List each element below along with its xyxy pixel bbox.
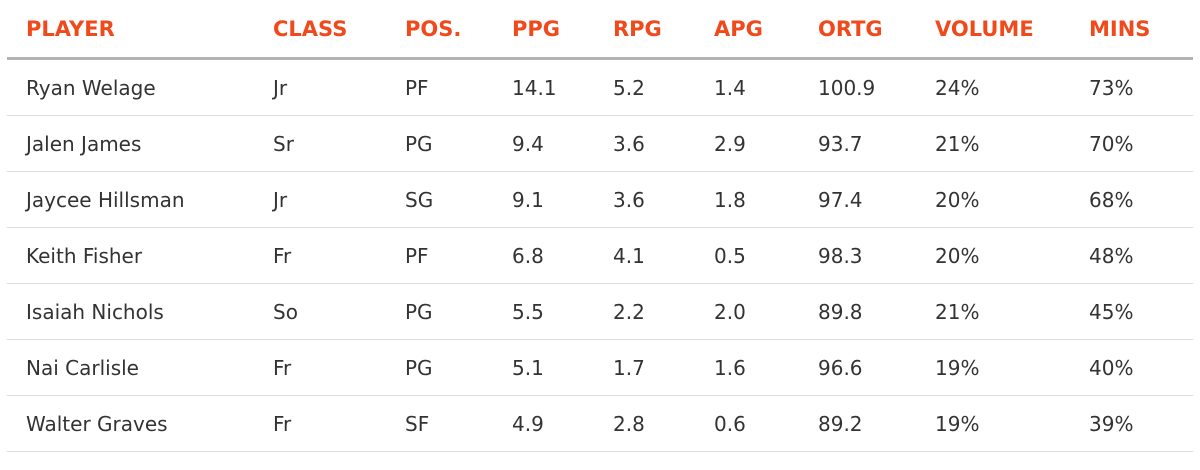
column-header-mins: MINS <box>1089 0 1193 60</box>
apg-cell: 0.5 <box>714 227 818 284</box>
column-header-ortg: ORTG <box>818 0 935 60</box>
ortg-cell: 97.4 <box>818 171 935 228</box>
class-cell: Fr <box>273 395 405 452</box>
class-cell: Fr <box>273 227 405 284</box>
table-row: Isaiah Nichols So PG 5.5 2.2 2.0 89.8 21… <box>7 283 1193 340</box>
column-header-player: PLAYER <box>7 0 273 60</box>
player-name-cell: Isaiah Nichols <box>7 283 273 340</box>
ppg-cell: 9.4 <box>512 115 613 172</box>
mins-cell: 73% <box>1089 58 1193 116</box>
mins-cell: 39% <box>1089 395 1193 452</box>
player-name-cell: Ryan Welage <box>7 58 273 116</box>
position-cell: PF <box>405 227 512 284</box>
table-row: Walter Graves Fr SF 4.9 2.8 0.6 89.2 19%… <box>7 395 1193 452</box>
player-name-cell: Keith Fisher <box>7 227 273 284</box>
volume-cell: 19% <box>935 395 1089 452</box>
ortg-cell: 98.3 <box>818 227 935 284</box>
mins-cell: 40% <box>1089 339 1193 396</box>
apg-cell: 1.4 <box>714 58 818 116</box>
class-cell: Jr <box>273 171 405 228</box>
apg-cell: 2.9 <box>714 115 818 172</box>
rpg-cell: 3.6 <box>613 115 714 172</box>
table-header: PLAYER CLASS POS. PPG RPG APG ORTG VOLUM… <box>7 0 1193 60</box>
rpg-cell: 4.1 <box>613 227 714 284</box>
header-row: PLAYER CLASS POS. PPG RPG APG ORTG VOLUM… <box>7 0 1193 60</box>
player-name-cell: Jalen James <box>7 115 273 172</box>
rpg-cell: 2.2 <box>613 283 714 340</box>
ppg-cell: 6.8 <box>512 227 613 284</box>
volume-cell: 19% <box>935 339 1089 396</box>
position-cell: PG <box>405 339 512 396</box>
player-name-cell: Nai Carlisle <box>7 339 273 396</box>
ortg-cell: 100.9 <box>818 58 935 116</box>
ortg-cell: 96.6 <box>818 339 935 396</box>
position-cell: SG <box>405 171 512 228</box>
table-row: Jaycee Hillsman Jr SG 9.1 3.6 1.8 97.4 2… <box>7 171 1193 228</box>
apg-cell: 2.0 <box>714 283 818 340</box>
volume-cell: 20% <box>935 171 1089 228</box>
position-cell: PG <box>405 115 512 172</box>
column-header-rpg: RPG <box>613 0 714 60</box>
class-cell: Jr <box>273 58 405 116</box>
volume-cell: 21% <box>935 283 1089 340</box>
class-cell: Fr <box>273 339 405 396</box>
column-header-volume: VOLUME <box>935 0 1089 60</box>
ortg-cell: 89.8 <box>818 283 935 340</box>
table-row: Keith Fisher Fr PF 6.8 4.1 0.5 98.3 20% … <box>7 227 1193 284</box>
column-header-apg: APG <box>714 0 818 60</box>
position-cell: SF <box>405 395 512 452</box>
player-stats-table: PLAYER CLASS POS. PPG RPG APG ORTG VOLUM… <box>7 0 1193 452</box>
rpg-cell: 1.7 <box>613 339 714 396</box>
ppg-cell: 5.1 <box>512 339 613 396</box>
apg-cell: 0.6 <box>714 395 818 452</box>
ppg-cell: 4.9 <box>512 395 613 452</box>
player-name-cell: Jaycee Hillsman <box>7 171 273 228</box>
volume-cell: 24% <box>935 58 1089 116</box>
mins-cell: 68% <box>1089 171 1193 228</box>
volume-cell: 20% <box>935 227 1089 284</box>
mins-cell: 48% <box>1089 227 1193 284</box>
apg-cell: 1.6 <box>714 339 818 396</box>
ppg-cell: 5.5 <box>512 283 613 340</box>
table-row: Ryan Welage Jr PF 14.1 5.2 1.4 100.9 24%… <box>7 58 1193 116</box>
mins-cell: 70% <box>1089 115 1193 172</box>
ortg-cell: 89.2 <box>818 395 935 452</box>
ortg-cell: 93.7 <box>818 115 935 172</box>
rpg-cell: 2.8 <box>613 395 714 452</box>
position-cell: PF <box>405 58 512 116</box>
position-cell: PG <box>405 283 512 340</box>
rpg-cell: 3.6 <box>613 171 714 228</box>
class-cell: Sr <box>273 115 405 172</box>
ppg-cell: 9.1 <box>512 171 613 228</box>
column-header-ppg: PPG <box>512 0 613 60</box>
column-header-class: CLASS <box>273 0 405 60</box>
table-body: Ryan Welage Jr PF 14.1 5.2 1.4 100.9 24%… <box>7 58 1193 452</box>
table-row: Nai Carlisle Fr PG 5.1 1.7 1.6 96.6 19% … <box>7 339 1193 396</box>
mins-cell: 45% <box>1089 283 1193 340</box>
player-name-cell: Walter Graves <box>7 395 273 452</box>
class-cell: So <box>273 283 405 340</box>
column-header-position: POS. <box>405 0 512 60</box>
apg-cell: 1.8 <box>714 171 818 228</box>
table-row: Jalen James Sr PG 9.4 3.6 2.9 93.7 21% 7… <box>7 115 1193 172</box>
ppg-cell: 14.1 <box>512 58 613 116</box>
volume-cell: 21% <box>935 115 1089 172</box>
rpg-cell: 5.2 <box>613 58 714 116</box>
